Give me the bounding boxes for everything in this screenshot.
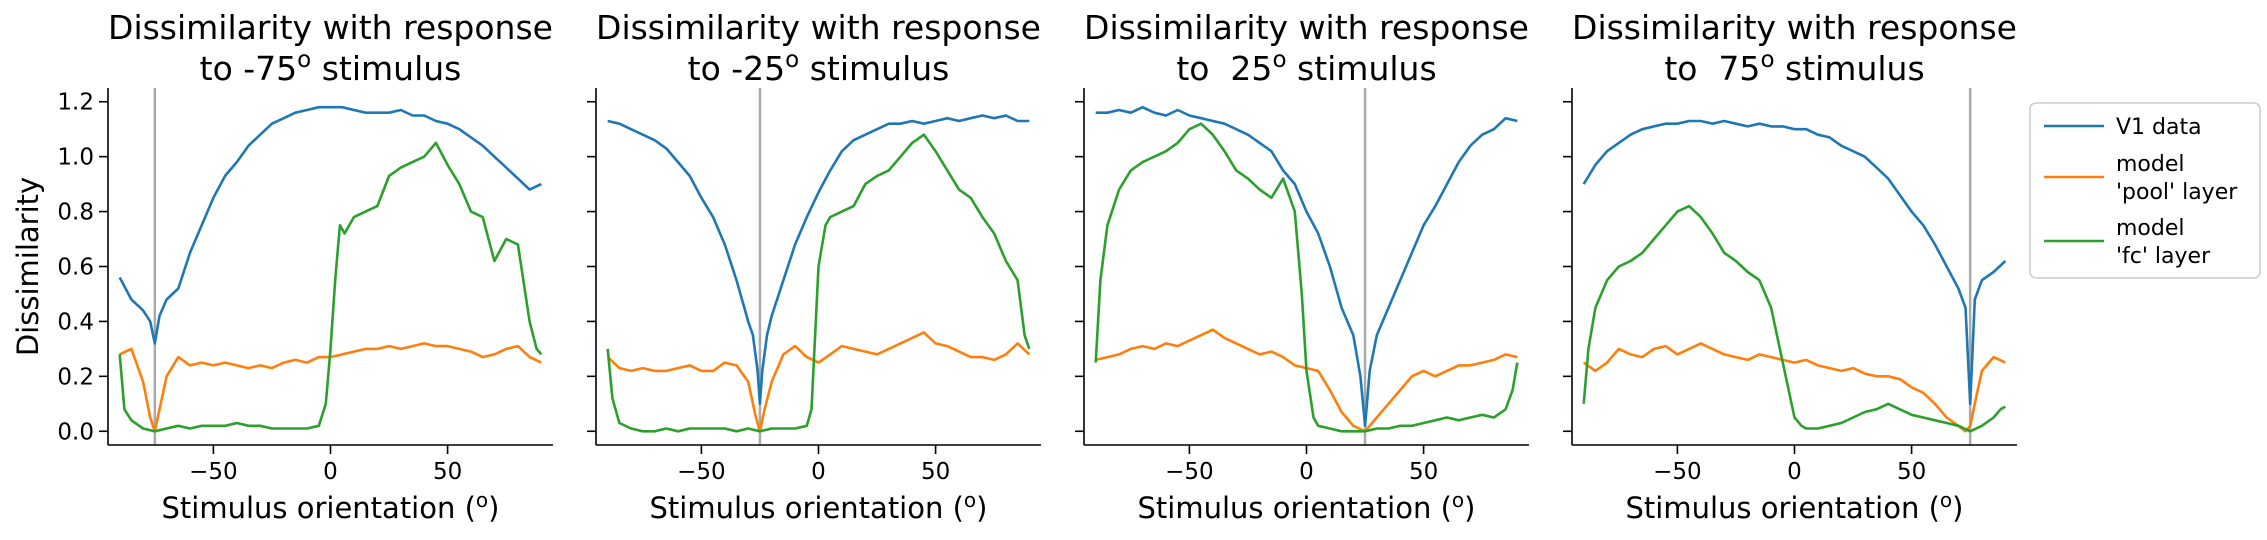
series-line-pool [119, 342, 542, 433]
y-tick-label: 1.0 [57, 145, 94, 171]
x-axis-label-text: Stimulus orientation ( [1138, 491, 1452, 525]
x-tick-label: −50 [677, 459, 726, 485]
series-line-v1 [118, 105, 542, 345]
y-tick-label: 1.2 [57, 90, 94, 116]
subplot-title-line2: to 75o stimulus [1664, 47, 1924, 88]
x-tick-label: 50 [921, 459, 950, 485]
title-superscript: o [1760, 47, 1774, 73]
y-tick-label: 0.8 [57, 200, 94, 226]
y-tick-label: 0.4 [57, 309, 94, 335]
x-axis-label: Stimulus orientation (o) [1138, 488, 1476, 525]
legend-label-v1: V1 data [2116, 115, 2202, 140]
x-tick-label: 50 [1897, 459, 1926, 485]
x-axis-label: Stimulus orientation (o) [162, 488, 500, 525]
x-axis-label-text: ) [1464, 491, 1475, 525]
legend-label-fc: model [2116, 216, 2185, 241]
x-tick-label: −50 [189, 459, 238, 485]
title-superscript: o [1272, 47, 1286, 73]
x-axis-label-text: ) [488, 491, 499, 525]
x-axis-label-text: Stimulus orientation ( [650, 491, 964, 525]
x-axis-label-text: ) [976, 491, 987, 525]
x-tick-label: 0 [1787, 459, 1802, 485]
subplot-title-line2: to 25o stimulus [1176, 47, 1436, 88]
x-tick-label: 0 [811, 459, 826, 485]
title-text: to -25 [688, 49, 786, 88]
title-text: to 75 [1664, 49, 1760, 88]
x-tick-label: 50 [433, 459, 462, 485]
series-line-fc [1582, 204, 2006, 433]
x-tick-label: 0 [1299, 459, 1314, 485]
subplot-title-line1: Dissimilarity with response [108, 8, 553, 47]
x-tick-label: 50 [1409, 459, 1438, 485]
x-axis-label-text: Stimulus orientation ( [162, 491, 476, 525]
legend-label-fc: 'fc' layer [2116, 244, 2211, 269]
series-line-v1 [1582, 119, 2007, 406]
series-line-fc [606, 133, 1031, 433]
x-axis-label: Stimulus orientation (o) [650, 488, 988, 525]
title-text: stimulus [1287, 49, 1437, 88]
x-tick-label: −50 [1653, 459, 1702, 485]
x-axis-label-superscript: o [964, 488, 976, 512]
y-tick-label: 0.0 [57, 419, 94, 445]
y-tick-label: 0.2 [57, 364, 94, 390]
subplot-title-line2: to -75o stimulus [200, 47, 462, 88]
subplot-title-line1: Dissimilarity with response [1084, 8, 1529, 47]
x-axis-label-superscript: o [1940, 488, 1952, 512]
x-axis-label-superscript: o [1452, 488, 1464, 512]
x-tick-label: 0 [323, 459, 338, 485]
series-line-pool [1095, 328, 1518, 433]
series-line-v1 [1095, 105, 1518, 428]
subplot-title-line1: Dissimilarity with response [1572, 8, 2017, 47]
subplot-title-line1: Dissimilarity with response [596, 8, 1041, 47]
series-line-pool [606, 331, 1031, 433]
series-line-v1 [607, 114, 1030, 406]
x-axis-label-text: Stimulus orientation ( [1626, 491, 1940, 525]
title-superscript: o [785, 47, 799, 73]
title-text: stimulus [799, 49, 949, 88]
legend: V1 data model 'pool' layer model 'fc' layer [2029, 102, 2261, 279]
series-line-pool [1582, 342, 2006, 433]
x-axis-label-text: ) [1952, 491, 1963, 525]
legend-frame [2029, 102, 2261, 279]
series-line-fc [118, 141, 543, 433]
y-axis-label: Dissimilarity [11, 177, 45, 356]
title-superscript: o [297, 47, 311, 73]
title-text: to 25 [1176, 49, 1272, 88]
subplot-1: −50 0 50 0.0 0.2 0.4 0.6 0.8 1.0 1.2 Dissimilarity… [57, 8, 553, 525]
legend-label-pool: 'pool' layer [2116, 180, 2238, 205]
y-tick-label: 0.6 [57, 255, 94, 281]
x-tick-label: −50 [1165, 459, 1214, 485]
series-line-fc [1094, 122, 1519, 433]
subplot-title-line2: to -25o stimulus [688, 47, 950, 88]
x-axis-label: Stimulus orientation (o) [1626, 488, 1964, 525]
x-axis-label-superscript: o [476, 488, 488, 512]
title-text: stimulus [1775, 49, 1925, 88]
title-text: to -75 [200, 49, 298, 88]
legend-label-pool: model [2116, 152, 2185, 177]
title-text: stimulus [311, 49, 461, 88]
